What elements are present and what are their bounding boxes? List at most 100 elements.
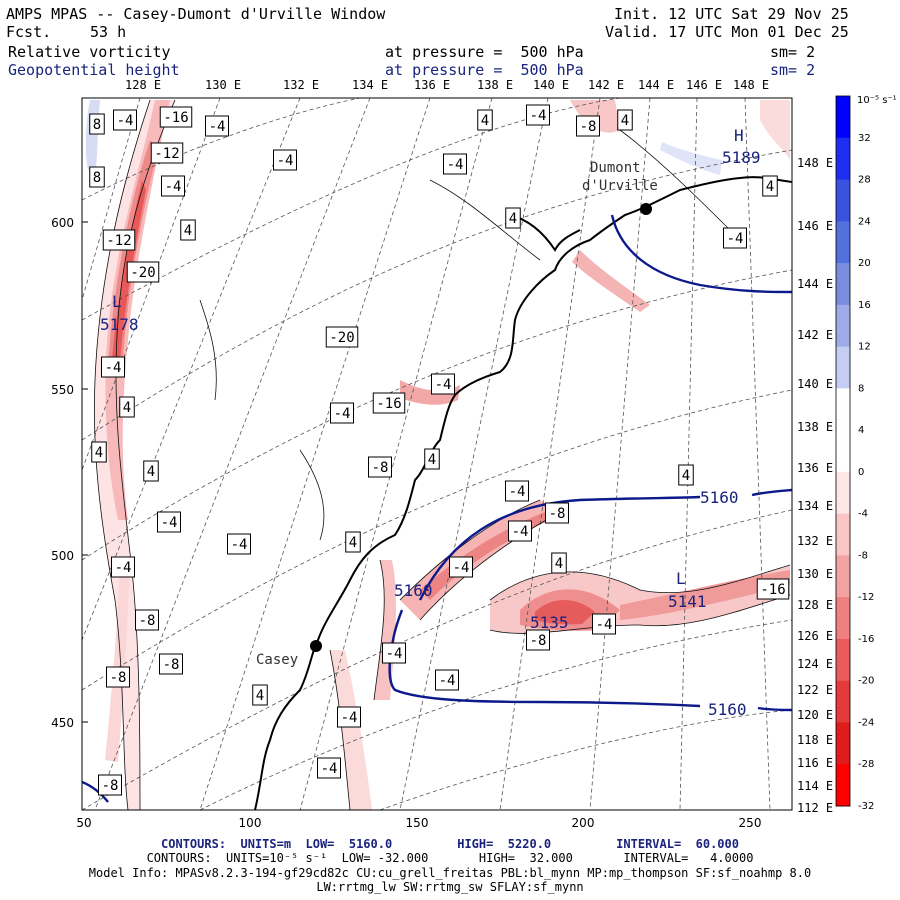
right-lon-label: 140 E — [797, 377, 833, 391]
dumont-durville-label-line1: Dumont — [590, 160, 641, 176]
footer-height-contours: CONTOURS: UNITS=m LOW= 5160.0 HIGH= 5220… — [161, 837, 739, 851]
svg-text:4: 4 — [682, 468, 690, 484]
vorticity-label: -8 — [545, 502, 569, 524]
vorticity-label: -20 — [126, 261, 160, 283]
top-lon-label: 146 E — [686, 78, 723, 92]
vorticity-label: 4 — [252, 684, 268, 706]
vorticity-label: -8 — [159, 653, 183, 675]
right-lon-label: 146 E — [797, 219, 833, 233]
svg-text:-16: -16 — [376, 396, 401, 412]
vorticity-label: -4 — [101, 356, 125, 378]
vorticity-shading — [85, 100, 790, 810]
colorbar-tick-label: 4 — [858, 425, 864, 436]
svg-text:-4: -4 — [321, 761, 338, 777]
vorticity-label: 8 — [89, 166, 105, 188]
vorticity-label: -4 — [337, 706, 361, 728]
right-lon-label: 122 E — [797, 683, 833, 697]
top-lon-label: 128 E — [125, 78, 162, 92]
top-lon-label: 138 E — [477, 78, 514, 92]
right-lon-label: 136 E — [797, 461, 833, 475]
height-contours — [82, 214, 792, 803]
vorticity-label: -4 — [723, 227, 747, 249]
casey-label: Casey — [256, 652, 298, 668]
svg-text:4: 4 — [256, 688, 264, 704]
top-lon-label: 142 E — [588, 78, 625, 92]
vorticity-label: 4 — [119, 396, 135, 418]
bottom-axis-label: 50 — [76, 816, 91, 830]
vorticity-label: -4 — [227, 533, 251, 555]
svg-text:4: 4 — [481, 113, 489, 129]
right-lon-label: 148 E — [797, 156, 833, 170]
vorticity-label: 4 — [477, 109, 493, 131]
vorticity-label: -4 — [330, 402, 354, 424]
colorbar-swatch — [836, 471, 850, 515]
vorticity-label: -4 — [273, 149, 297, 171]
low-marker: L — [112, 292, 122, 311]
svg-text:4: 4 — [147, 464, 155, 480]
top-lon-label: 134 E — [352, 78, 389, 92]
colorbar-tick-label: -24 — [858, 717, 874, 728]
colorbar-swatch — [836, 96, 850, 139]
top-lon-label: 144 E — [638, 78, 675, 92]
colorbar-tick-label: 20 — [858, 258, 871, 269]
vorticity-label: 4 — [424, 448, 440, 470]
colorbar-tick-label: -16 — [858, 634, 874, 645]
vorticity-label: -4 — [157, 511, 181, 533]
colorbar-swatch — [836, 346, 850, 389]
bottom-axis-label: 100 — [239, 816, 262, 830]
vorticity-label: -4 — [449, 556, 473, 578]
bottom-axis-label: 200 — [572, 816, 595, 830]
valid-time: Valid. 17 UTC Mon 01 Dec 25 — [605, 23, 849, 41]
svg-text:-4: -4 — [231, 537, 248, 553]
vorticity-label: -4 — [592, 613, 616, 635]
left-axis-label: 600 — [51, 216, 74, 230]
vorticity-label: -20 — [325, 326, 359, 348]
vorticity-label: -8 — [106, 666, 130, 688]
vorticity-label: 4 — [678, 464, 694, 486]
left-axis-label: 550 — [51, 383, 74, 397]
vorticity-label: 4 — [345, 531, 361, 553]
colorbar-tick-label: 16 — [858, 300, 871, 311]
colorbar-swatch — [836, 597, 850, 640]
colorbar-swatch — [836, 513, 850, 556]
svg-text:-20: -20 — [130, 265, 155, 281]
vorticity-label: 4 — [180, 219, 196, 241]
colorbar-swatch — [836, 680, 850, 723]
svg-text:4: 4 — [428, 452, 436, 468]
colorbar-swatch — [836, 304, 850, 348]
svg-text:-4: -4 — [161, 515, 178, 531]
svg-text:-20: -20 — [329, 330, 354, 346]
vorticity-label: -8 — [98, 774, 122, 796]
vorticity-label: -4 — [317, 757, 341, 779]
colorbar-tick-label: 24 — [858, 216, 871, 227]
svg-text:-8: -8 — [549, 506, 566, 522]
footer-model-info: Model Info: MPASv8.2.3-194-gf29cd82c CU:… — [88, 866, 812, 880]
vorticity-label: 4 — [617, 109, 633, 131]
svg-text:4: 4 — [509, 211, 517, 227]
colorbar-swatch — [836, 430, 850, 473]
right-lon-label: 130 E — [797, 567, 833, 581]
vorticity-label: -4 — [443, 153, 467, 175]
top-lon-label: 132 E — [283, 78, 320, 92]
top-lon-label: 130 E — [205, 78, 242, 92]
left-axis-label: 450 — [51, 716, 74, 730]
field1-level: at pressure = 500 hPa — [385, 43, 584, 61]
colorbar-tick-label: -12 — [858, 592, 874, 603]
svg-text:4: 4 — [349, 535, 357, 551]
vorticity-label: -8 — [135, 609, 159, 631]
svg-text:-4: -4 — [530, 108, 547, 124]
coastline — [254, 176, 792, 810]
top-lon-label: 148 E — [733, 78, 770, 92]
svg-text:4: 4 — [621, 113, 629, 129]
colorbar-tick-label: -4 — [858, 509, 868, 520]
svg-text:-4: -4 — [439, 673, 456, 689]
right-lon-label: 144 E — [797, 277, 833, 291]
bottom-axis-label: 250 — [739, 816, 762, 830]
right-lon-label: 118 E — [797, 733, 833, 747]
vorticity-label: -4 — [508, 520, 532, 542]
vorticity-label: -4 — [113, 109, 137, 131]
vorticity-label: -4 — [431, 373, 455, 395]
field2-smoothing: sm= 2 — [770, 61, 816, 79]
svg-text:-16: -16 — [760, 582, 785, 598]
